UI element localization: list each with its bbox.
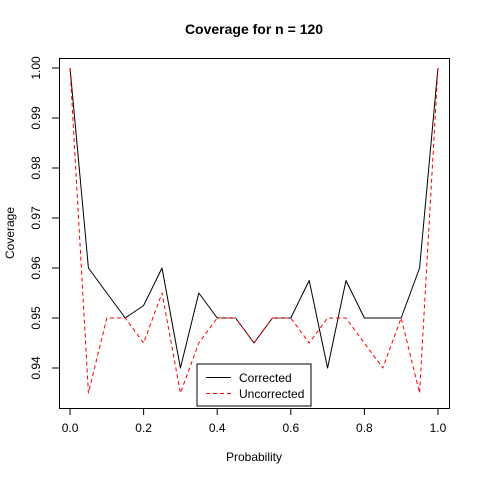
legend-label-corrected: Corrected	[239, 371, 292, 385]
x-axis-title: Probability	[226, 450, 282, 464]
series-line-uncorrected	[69, 67, 439, 394]
y-tick-label: 1.00	[29, 56, 43, 80]
y-tick-label: 0.95	[29, 306, 43, 330]
legend: Corrected Uncorrected	[196, 363, 312, 407]
y-tick-label: 0.99	[29, 106, 43, 130]
x-tick-label: 0.8	[356, 421, 373, 435]
y-axis-title: Coverage	[3, 207, 17, 259]
x-tick-label: 0.0	[62, 421, 79, 435]
chart-title: Coverage for n = 120	[185, 21, 323, 37]
y-tick-label: 0.94	[29, 356, 43, 380]
legend-label-uncorrected: Uncorrected	[239, 387, 304, 401]
x-tick-label: 0.6	[282, 421, 299, 435]
series-line-corrected	[69, 67, 439, 369]
plot-frame	[59, 58, 450, 409]
x-tick-label: 0.4	[209, 421, 226, 435]
x-axis: 0.0 0.2 0.4 0.6 0.8 1.0	[62, 408, 447, 435]
y-tick-label: 0.96	[29, 256, 43, 280]
y-tick-label: 0.98	[29, 156, 43, 180]
x-tick-label: 1.0	[430, 421, 447, 435]
legend-box	[196, 363, 312, 407]
y-tick-label: 0.97	[29, 206, 43, 230]
y-axis: 0.94 0.95 0.96 0.97 0.98 0.99 1.00	[29, 56, 60, 380]
series-layer	[69, 67, 439, 394]
x-tick-label: 0.2	[135, 421, 152, 435]
